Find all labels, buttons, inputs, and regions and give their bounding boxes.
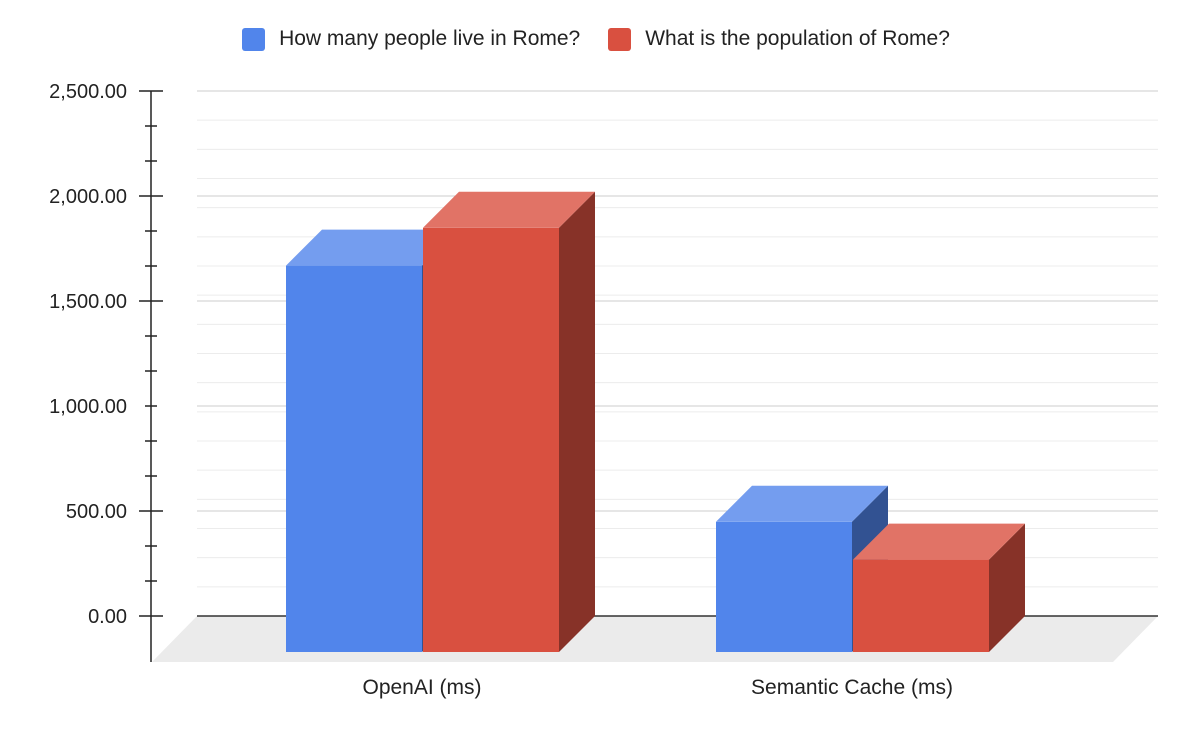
bar-front — [716, 521, 852, 652]
bar-front — [853, 559, 989, 652]
bar-top — [423, 191, 595, 228]
bar-side — [989, 523, 1025, 652]
legend-item-series-2: What is the population of Rome? — [608, 27, 950, 51]
y-tick-label: 1,500.00 — [49, 291, 127, 313]
y-tick-label: 2,000.00 — [49, 186, 127, 208]
chart-legend: How many people live in Rome? What is th… — [0, 27, 1192, 51]
y-tick-label: 2,500.00 — [49, 81, 127, 103]
bar-top — [286, 229, 458, 266]
bar-side — [559, 191, 595, 653]
legend-swatch-series-2 — [608, 27, 632, 51]
bar-top — [716, 485, 888, 522]
bar-top — [853, 523, 1025, 560]
legend-item-series-1: How many people live in Rome? — [242, 27, 580, 51]
bar-front — [286, 265, 422, 652]
legend-label-series-1: How many people live in Rome? — [279, 27, 581, 50]
y-tick-label: 500.00 — [66, 501, 127, 523]
y-tick-label: 1,000.00 — [49, 396, 127, 418]
legend-swatch-series-1 — [242, 27, 266, 51]
x-tick-label: Semantic Cache (ms) — [751, 676, 953, 699]
x-tick-label: OpenAI (ms) — [362, 676, 481, 699]
bar-front — [423, 227, 559, 653]
legend-label-series-2: What is the population of Rome? — [645, 27, 950, 50]
y-tick-label: 0.00 — [88, 606, 127, 628]
